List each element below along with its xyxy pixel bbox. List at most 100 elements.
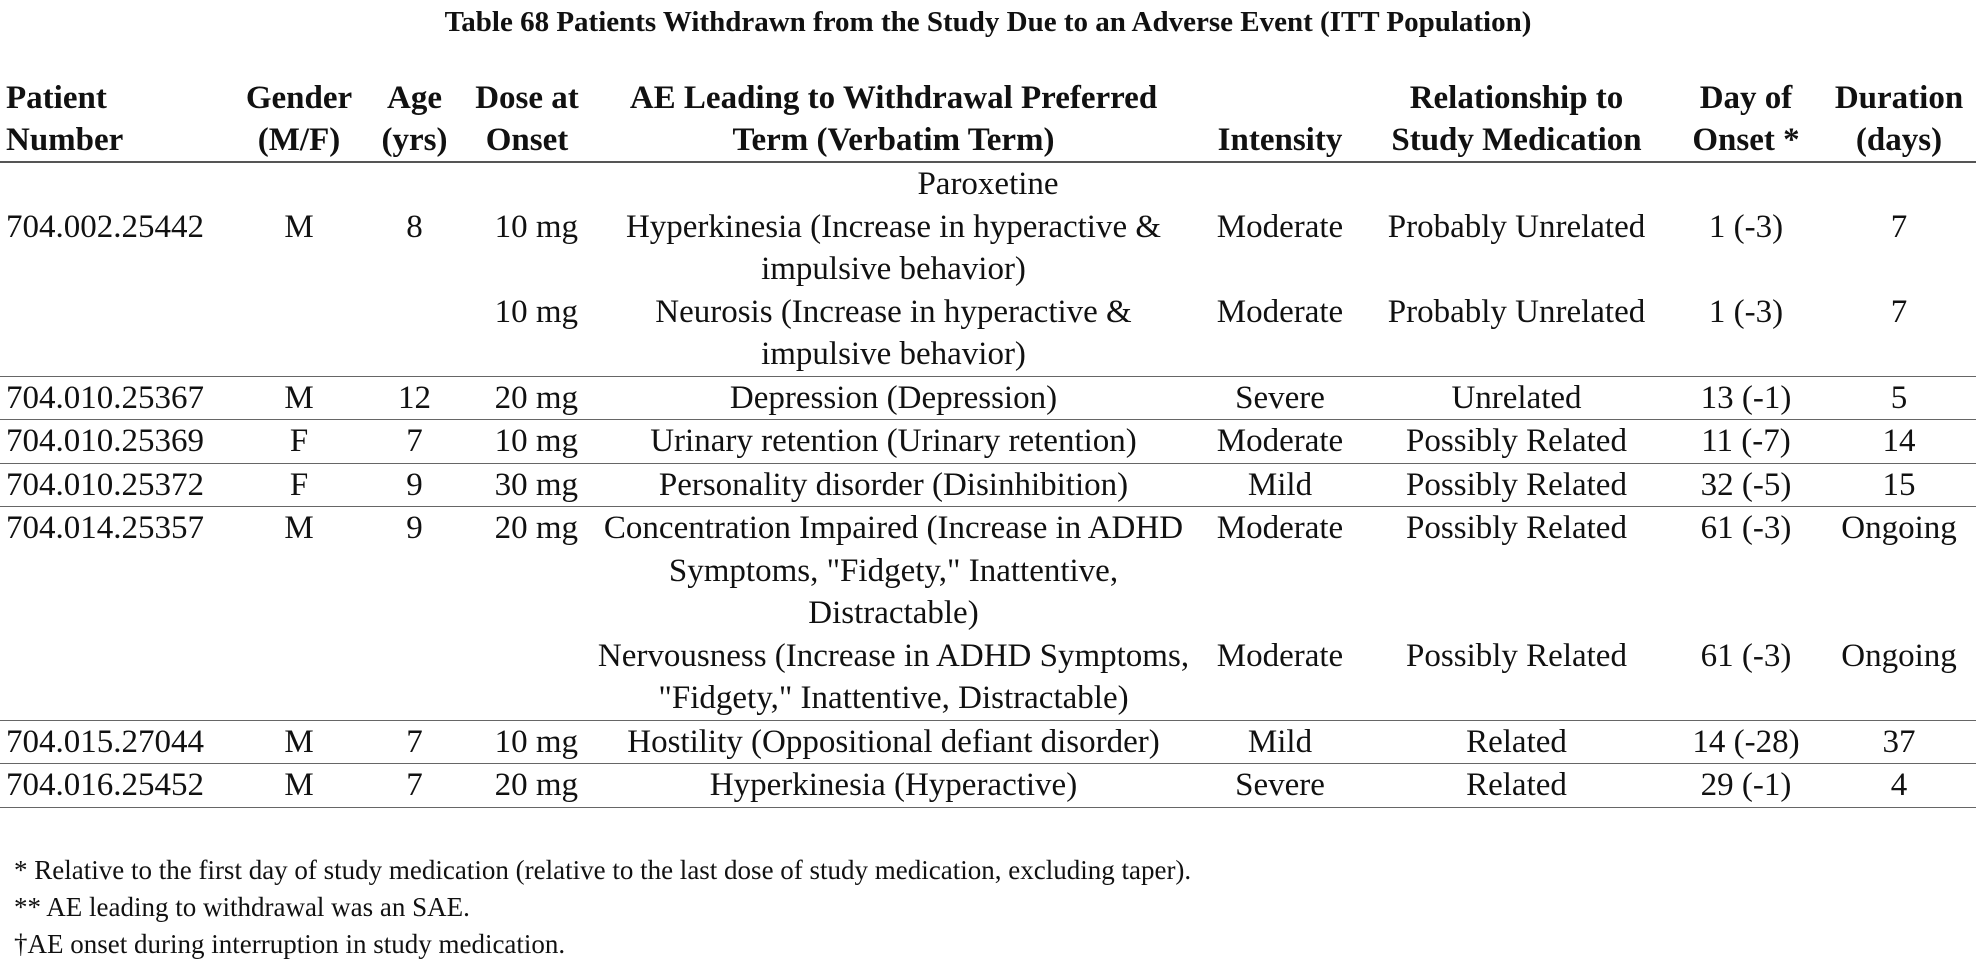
patient-number-cell: 704.010.25372 [0,463,233,507]
header-line: AE Leading to Withdrawal Preferred [629,80,1158,116]
dose-cell: 20 mg [494,510,578,546]
dose-cell: 10 mg [464,290,590,377]
table-row: 704.016.25452 M 7 20 mg Hyperkinesia (Hypera… [0,763,1976,808]
patient-number-cell: 704.016.25452 [0,763,233,808]
column-header-relationship: Relationship to Study Medication [1363,77,1670,163]
dose-cell: 10 mg [464,720,590,764]
duration-cell: 37 [1822,720,1976,764]
patient-number-cell: 704.010.25369 [0,419,233,464]
table-row: 704.002.25442 M 8 10 mg Hyperkinesia (Increa… [0,206,1976,291]
duration-cell: Ongoing [1822,634,1976,721]
duration-cell: 14 [1822,419,1976,464]
gender-cell [233,290,365,377]
relationship-cell: Probably Unrelated [1387,208,1646,245]
intensity-cell: Mild [1197,463,1363,507]
table-row: 704.010.25367 M 12 20 mg Depression (Depress… [0,376,1976,420]
column-header-patient-number: Patient Number [0,77,233,163]
age-cell [365,290,464,377]
gender-cell: M [233,763,365,808]
day-of-onset-cell: 1 (-3) [1708,208,1784,245]
relationship-cell: Related [1363,720,1670,764]
relationship-cell: Possibly Related [1363,463,1670,507]
age-cell: 9 [365,463,464,507]
day-of-onset-cell: 11 (-7) [1670,419,1822,464]
patient-number-cell: 704.015.27044 [0,720,233,764]
relationship-cell: Possibly Related [1363,634,1670,721]
day-of-onset-cell: 32 (-5) [1670,463,1822,507]
age-cell [365,634,464,721]
dose-cell: 10 mg [494,208,578,245]
header-line: (yrs) [381,122,448,158]
header-line: Relationship to [1409,80,1624,116]
header-line: Duration [1834,80,1964,116]
patient-number-cell [0,290,233,377]
column-header-ae-term: AE Leading to Withdrawal Preferred Term (… [590,77,1197,163]
dose-cell: 20 mg [464,763,590,808]
header-line: Intensity [1217,122,1343,158]
header-line: Onset [485,122,569,158]
duration-cell: Ongoing [1841,510,1957,546]
dose-cell: 30 mg [464,463,590,507]
duration-cell: 7 [1822,290,1976,377]
header-line: Day of [1699,80,1793,116]
intensity-cell: Mild [1197,720,1363,764]
ae-term-cell: Depression (Depression) [590,376,1197,420]
duration-cell: 5 [1822,376,1976,420]
day-of-onset-cell: 14 (-28) [1670,720,1822,764]
duration-cell: 15 [1822,463,1976,507]
day-of-onset-cell: 1 (-3) [1670,290,1822,377]
day-of-onset-cell: 29 (-1) [1670,763,1822,808]
relationship-cell: Possibly Related [1363,419,1670,464]
column-header-day-of-onset: Day of Onset * [1670,77,1822,163]
ae-term-cell: Nervousness (Increase in ADHD Symptoms, … [590,634,1197,721]
intensity-cell: Severe [1197,376,1363,420]
table-row: 10 mg Neurosis (Increase in hyperactive &… [0,290,1976,377]
relationship-cell: Related [1363,763,1670,808]
gender-cell: M [233,376,365,420]
relationship-cell: Unrelated [1363,376,1670,420]
footnote: ** AE leading to withdrawal was an SAE. [14,892,470,922]
header-line: Dose at [475,80,579,116]
ae-term-cell: Hyperkinesia (Hyperactive) [590,763,1197,808]
relationship-cell: Probably Unrelated [1363,290,1670,377]
day-of-onset-cell: 61 (-3) [1670,634,1822,721]
intensity-cell: Severe [1197,763,1363,808]
ae-term-cell: Neurosis (Increase in hyperactive & impu… [590,290,1197,377]
ae-term-cell: Urinary retention (Urinary retention) [590,419,1197,464]
day-of-onset-cell: 61 (-3) [1700,510,1792,546]
age-cell: 8 [406,208,423,245]
dose-cell: 20 mg [464,376,590,420]
intensity-cell: Moderate [1216,208,1344,245]
gender-cell: F [233,463,365,507]
duration-cell: 4 [1822,763,1976,808]
table-row: Nervousness (Increase in ADHD Symptoms, … [0,634,1976,721]
footnotes: * Relative to the first day of study med… [14,852,1191,963]
intensity-cell: Moderate [1197,419,1363,464]
group-label: Paroxetine [917,166,1059,202]
relationship-cell: Possibly Related [1406,510,1627,546]
header-line: Number [6,122,124,158]
table-row: 704.010.25369 F 7 10 mg Urinary retention (U… [0,419,1976,464]
table-title: Table 68 Patients Withdrawn from the Stu… [444,6,1532,38]
column-header-age: Age (yrs) [365,77,464,163]
column-header-intensity: Intensity [1197,77,1363,163]
gender-cell: M [284,208,314,245]
age-cell: 7 [365,763,464,808]
age-cell: 7 [365,720,464,764]
intensity-cell: Moderate [1216,510,1344,546]
gender-cell: M [284,510,314,546]
patient-number-cell: 704.002.25442 [6,208,204,245]
age-cell: 12 [365,376,464,420]
duration-cell: 7 [1890,208,1908,245]
age-cell: 9 [406,510,423,546]
ae-term-cell: Concentration Impaired (Increase in ADHD… [603,510,1184,631]
table-row: 704.015.27044 M 7 10 mg Hostility (Oppositio… [0,720,1976,764]
intensity-cell: Moderate [1197,634,1363,721]
gender-cell [233,634,365,721]
column-header-dose-at-onset: Dose at Onset [464,77,590,163]
table-header-row: Patient Number Gender (M/F) Age (yrs) Dose at O… [0,77,1976,163]
gender-cell: F [233,419,365,464]
column-header-duration: Duration (days) [1822,77,1976,163]
footnote: †AE onset during interruption in study m… [14,929,566,959]
header-line: Onset * [1692,122,1800,158]
